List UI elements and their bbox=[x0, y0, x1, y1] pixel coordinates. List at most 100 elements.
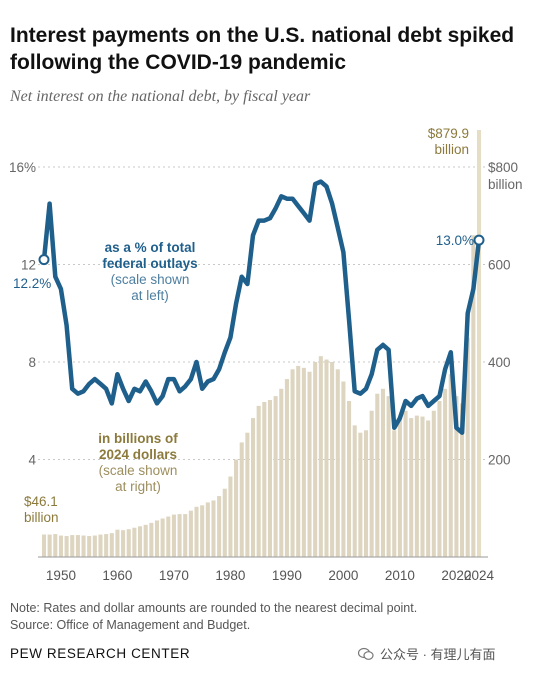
bar bbox=[420, 416, 425, 557]
bar-series-label: in billions of bbox=[98, 431, 178, 446]
bar bbox=[104, 534, 109, 557]
watermark-text: 公众号 · 有理儿有面 bbox=[380, 647, 496, 662]
bar bbox=[380, 388, 385, 557]
x-tick-label: 2024 bbox=[464, 568, 495, 583]
bar-series-label: (scale shown bbox=[99, 463, 178, 478]
right-tick-label: 600 bbox=[488, 258, 511, 273]
bar bbox=[437, 401, 442, 557]
bar bbox=[166, 516, 171, 557]
bar bbox=[369, 410, 374, 557]
bar bbox=[87, 536, 92, 557]
bar bbox=[64, 536, 69, 557]
bar bbox=[126, 529, 131, 557]
line-marker-first bbox=[38, 254, 50, 266]
line-last-label: 13.0% bbox=[436, 233, 474, 248]
bar bbox=[149, 522, 154, 557]
line-series-label: federal outlays bbox=[102, 256, 197, 271]
brand-name: PEW RESEARCH CENTER bbox=[10, 646, 191, 661]
x-tick-label: 1960 bbox=[102, 568, 132, 583]
bar bbox=[443, 388, 448, 557]
bar bbox=[239, 442, 244, 557]
bar bbox=[392, 430, 397, 557]
bar bbox=[476, 130, 482, 557]
x-tick-label: 1980 bbox=[215, 568, 245, 583]
bar bbox=[324, 359, 329, 557]
bar bbox=[290, 369, 295, 557]
line-series-percent-of-outlays bbox=[41, 179, 482, 435]
chart-subtitle: Net interest on the national debt, by fi… bbox=[10, 88, 311, 105]
bar bbox=[217, 496, 222, 557]
bar bbox=[109, 533, 114, 557]
chart-notes: Note: Rates and dollar amounts are round… bbox=[10, 600, 530, 634]
bar-last-value: $879.9 bbox=[428, 126, 469, 141]
x-tick-label: 2010 bbox=[385, 568, 415, 583]
x-tick-label: 1990 bbox=[272, 568, 302, 583]
bar bbox=[70, 535, 75, 557]
bar bbox=[267, 400, 273, 557]
bar bbox=[284, 379, 289, 557]
bar bbox=[58, 535, 63, 557]
bar bbox=[335, 369, 340, 557]
bar bbox=[194, 506, 199, 557]
left-tick-label: 8 bbox=[28, 355, 36, 370]
bar bbox=[352, 425, 357, 557]
bar-first-unit: billion bbox=[24, 510, 59, 525]
bar bbox=[273, 396, 278, 557]
bar bbox=[471, 235, 476, 557]
bar bbox=[245, 432, 250, 557]
right-tick-label: 400 bbox=[488, 355, 511, 370]
source-text: Source: Office of Management and Budget. bbox=[10, 618, 251, 632]
bar bbox=[454, 396, 459, 557]
line-series-label: (scale shown bbox=[111, 272, 190, 287]
bar bbox=[171, 514, 176, 557]
bar bbox=[307, 371, 312, 557]
bar bbox=[228, 476, 233, 557]
bar bbox=[188, 510, 193, 557]
bar bbox=[41, 534, 47, 557]
line-marker-last bbox=[473, 234, 485, 246]
bar bbox=[200, 505, 205, 557]
bar bbox=[409, 418, 414, 557]
bar bbox=[81, 535, 86, 557]
chart-title: Interest payments on the U.S. national d… bbox=[10, 24, 515, 74]
bar bbox=[92, 535, 97, 557]
bar bbox=[296, 365, 301, 557]
bar bbox=[234, 459, 239, 557]
bar bbox=[250, 418, 256, 557]
bar-series-label: at right) bbox=[115, 479, 161, 494]
bar bbox=[121, 530, 126, 557]
bar bbox=[132, 527, 137, 557]
bar bbox=[465, 337, 470, 557]
bar bbox=[47, 534, 52, 557]
left-tick-label: 16% bbox=[9, 160, 36, 175]
x-tick-label: 2000 bbox=[328, 568, 358, 583]
bar bbox=[177, 514, 182, 557]
x-tick-label: 1970 bbox=[159, 568, 189, 583]
bar bbox=[98, 534, 103, 557]
bar bbox=[358, 432, 363, 557]
line-first-label: 12.2% bbox=[13, 276, 51, 291]
x-tick-label: 1950 bbox=[46, 568, 76, 583]
bar bbox=[53, 534, 58, 557]
bar bbox=[301, 367, 306, 557]
bar-last-unit: billion bbox=[434, 142, 469, 157]
bar bbox=[211, 500, 216, 557]
bar bbox=[154, 520, 160, 557]
bar bbox=[330, 362, 335, 557]
line-series-label: as a % of total bbox=[105, 240, 196, 255]
bar bbox=[160, 518, 165, 557]
watermark: 公众号 · 有理儿有面 bbox=[358, 644, 496, 663]
bar bbox=[403, 410, 408, 557]
wechat-icon bbox=[358, 647, 374, 660]
bar bbox=[138, 526, 143, 557]
right-axis-unit: billion bbox=[488, 177, 523, 192]
bar-first-value: $46.1 bbox=[24, 494, 58, 509]
bar bbox=[397, 418, 402, 557]
note-text: Note: Rates and dollar amounts are round… bbox=[10, 601, 418, 615]
bar bbox=[115, 529, 120, 557]
bar bbox=[183, 514, 188, 557]
bar bbox=[341, 381, 346, 557]
bar bbox=[460, 403, 465, 557]
x-tick-label: 2020 bbox=[441, 568, 471, 583]
bar bbox=[318, 356, 323, 557]
